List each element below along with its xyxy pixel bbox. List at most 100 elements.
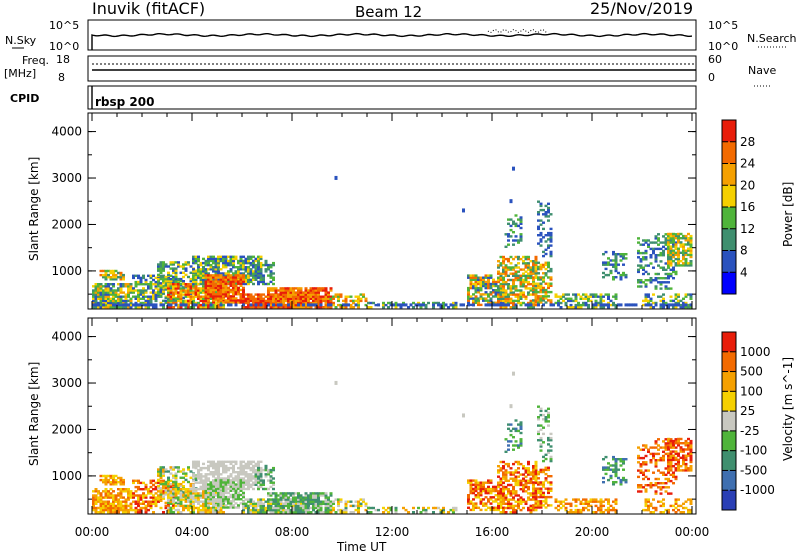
velocity-cell — [265, 475, 268, 477]
power-cell — [657, 264, 660, 266]
cpid-label: CPID — [10, 92, 39, 105]
power-cell — [432, 303, 435, 306]
power-cell — [502, 256, 505, 258]
velocity-cell — [257, 463, 260, 465]
power-cell — [107, 274, 110, 276]
power-cell — [520, 221, 523, 223]
power-cell — [160, 284, 163, 286]
power-cell — [515, 264, 518, 266]
power-cell — [270, 281, 273, 283]
velocity-cell — [510, 494, 513, 496]
velocity-cell — [130, 505, 133, 507]
power-cell — [225, 266, 228, 268]
velocity-cell — [300, 494, 303, 496]
power-cell — [262, 281, 265, 283]
velocity-cell — [172, 468, 175, 470]
power-cell — [690, 262, 693, 264]
power-cell — [150, 300, 153, 302]
freq-strip-frame — [88, 56, 696, 81]
velocity-cell — [105, 483, 108, 485]
power-cell — [242, 291, 245, 293]
power-cell — [600, 293, 603, 295]
power-cell — [570, 298, 573, 300]
power-cell — [175, 267, 178, 269]
power-cell — [622, 272, 625, 274]
velocity-cell — [177, 466, 180, 468]
velocity-cell — [480, 500, 483, 502]
velocity-cell — [272, 482, 275, 484]
velocity-cell — [177, 490, 180, 492]
power-cell — [330, 289, 333, 291]
velocity-cell — [382, 511, 385, 513]
power-cell — [515, 214, 518, 216]
velocity-cell — [285, 494, 288, 496]
power-cell — [182, 272, 185, 274]
power-cell — [517, 256, 520, 258]
velocity-cell — [382, 507, 385, 509]
power-cell — [535, 274, 538, 276]
power-cell — [680, 233, 683, 235]
velocity-cell — [175, 485, 178, 487]
power-cell — [362, 296, 365, 298]
power-cell — [655, 285, 658, 287]
power-cell — [547, 264, 550, 266]
power-cell — [535, 293, 538, 295]
power-cell — [687, 233, 690, 235]
beam-title: Beam 12 — [355, 3, 422, 21]
power-cell — [677, 248, 680, 250]
power-cell — [652, 293, 655, 295]
power-cell — [490, 297, 493, 299]
power-cell — [230, 274, 233, 276]
velocity-cell — [190, 470, 193, 472]
velocity-cell — [125, 501, 128, 503]
velocity-cell — [480, 509, 483, 511]
power-cell — [542, 222, 545, 224]
velocity-cell — [395, 509, 398, 511]
power-cell — [550, 213, 553, 215]
y-tick-label: 1000 — [51, 264, 82, 278]
power-cell — [672, 256, 675, 258]
power-cell — [277, 300, 280, 302]
power-cell — [650, 254, 653, 256]
velocity-cell — [195, 488, 198, 490]
power-cell — [550, 283, 553, 285]
power-cell — [517, 271, 520, 273]
power-cell — [685, 296, 688, 298]
velocity-cell — [160, 507, 163, 509]
power-cell — [202, 258, 205, 260]
velocity-cell — [272, 477, 275, 479]
power-cell — [122, 278, 125, 280]
power-cell — [670, 264, 673, 266]
power-cell — [237, 291, 240, 293]
velocity-cell — [260, 501, 263, 503]
power-cell — [550, 255, 553, 257]
power-cell — [605, 251, 608, 253]
velocity-cell — [267, 505, 270, 507]
power-cell — [257, 272, 260, 274]
power-cell — [562, 296, 565, 298]
power-cell — [477, 291, 480, 293]
power-cell — [550, 268, 553, 270]
power-cell — [325, 289, 328, 291]
power-cell — [210, 303, 213, 306]
power-cell — [325, 287, 328, 289]
nsky-label: N.Sky — [5, 34, 37, 47]
velocity-cell — [477, 507, 480, 509]
power-cell — [662, 254, 665, 256]
velocity-cell — [455, 509, 458, 511]
power-cell — [520, 223, 523, 225]
power-cell — [547, 247, 550, 249]
power-cell — [120, 289, 123, 291]
power-cell — [520, 233, 523, 235]
velocity-cell — [260, 473, 263, 475]
power-cell — [265, 260, 268, 262]
power-cell — [485, 291, 488, 293]
power-cell — [647, 244, 650, 246]
power-cell — [662, 252, 665, 254]
power-cell — [257, 262, 260, 264]
velocity-cell — [325, 492, 328, 494]
power-cell — [132, 277, 135, 279]
velocity-cell — [137, 501, 140, 503]
power-cell — [690, 296, 693, 298]
velocity-cell — [497, 471, 500, 473]
